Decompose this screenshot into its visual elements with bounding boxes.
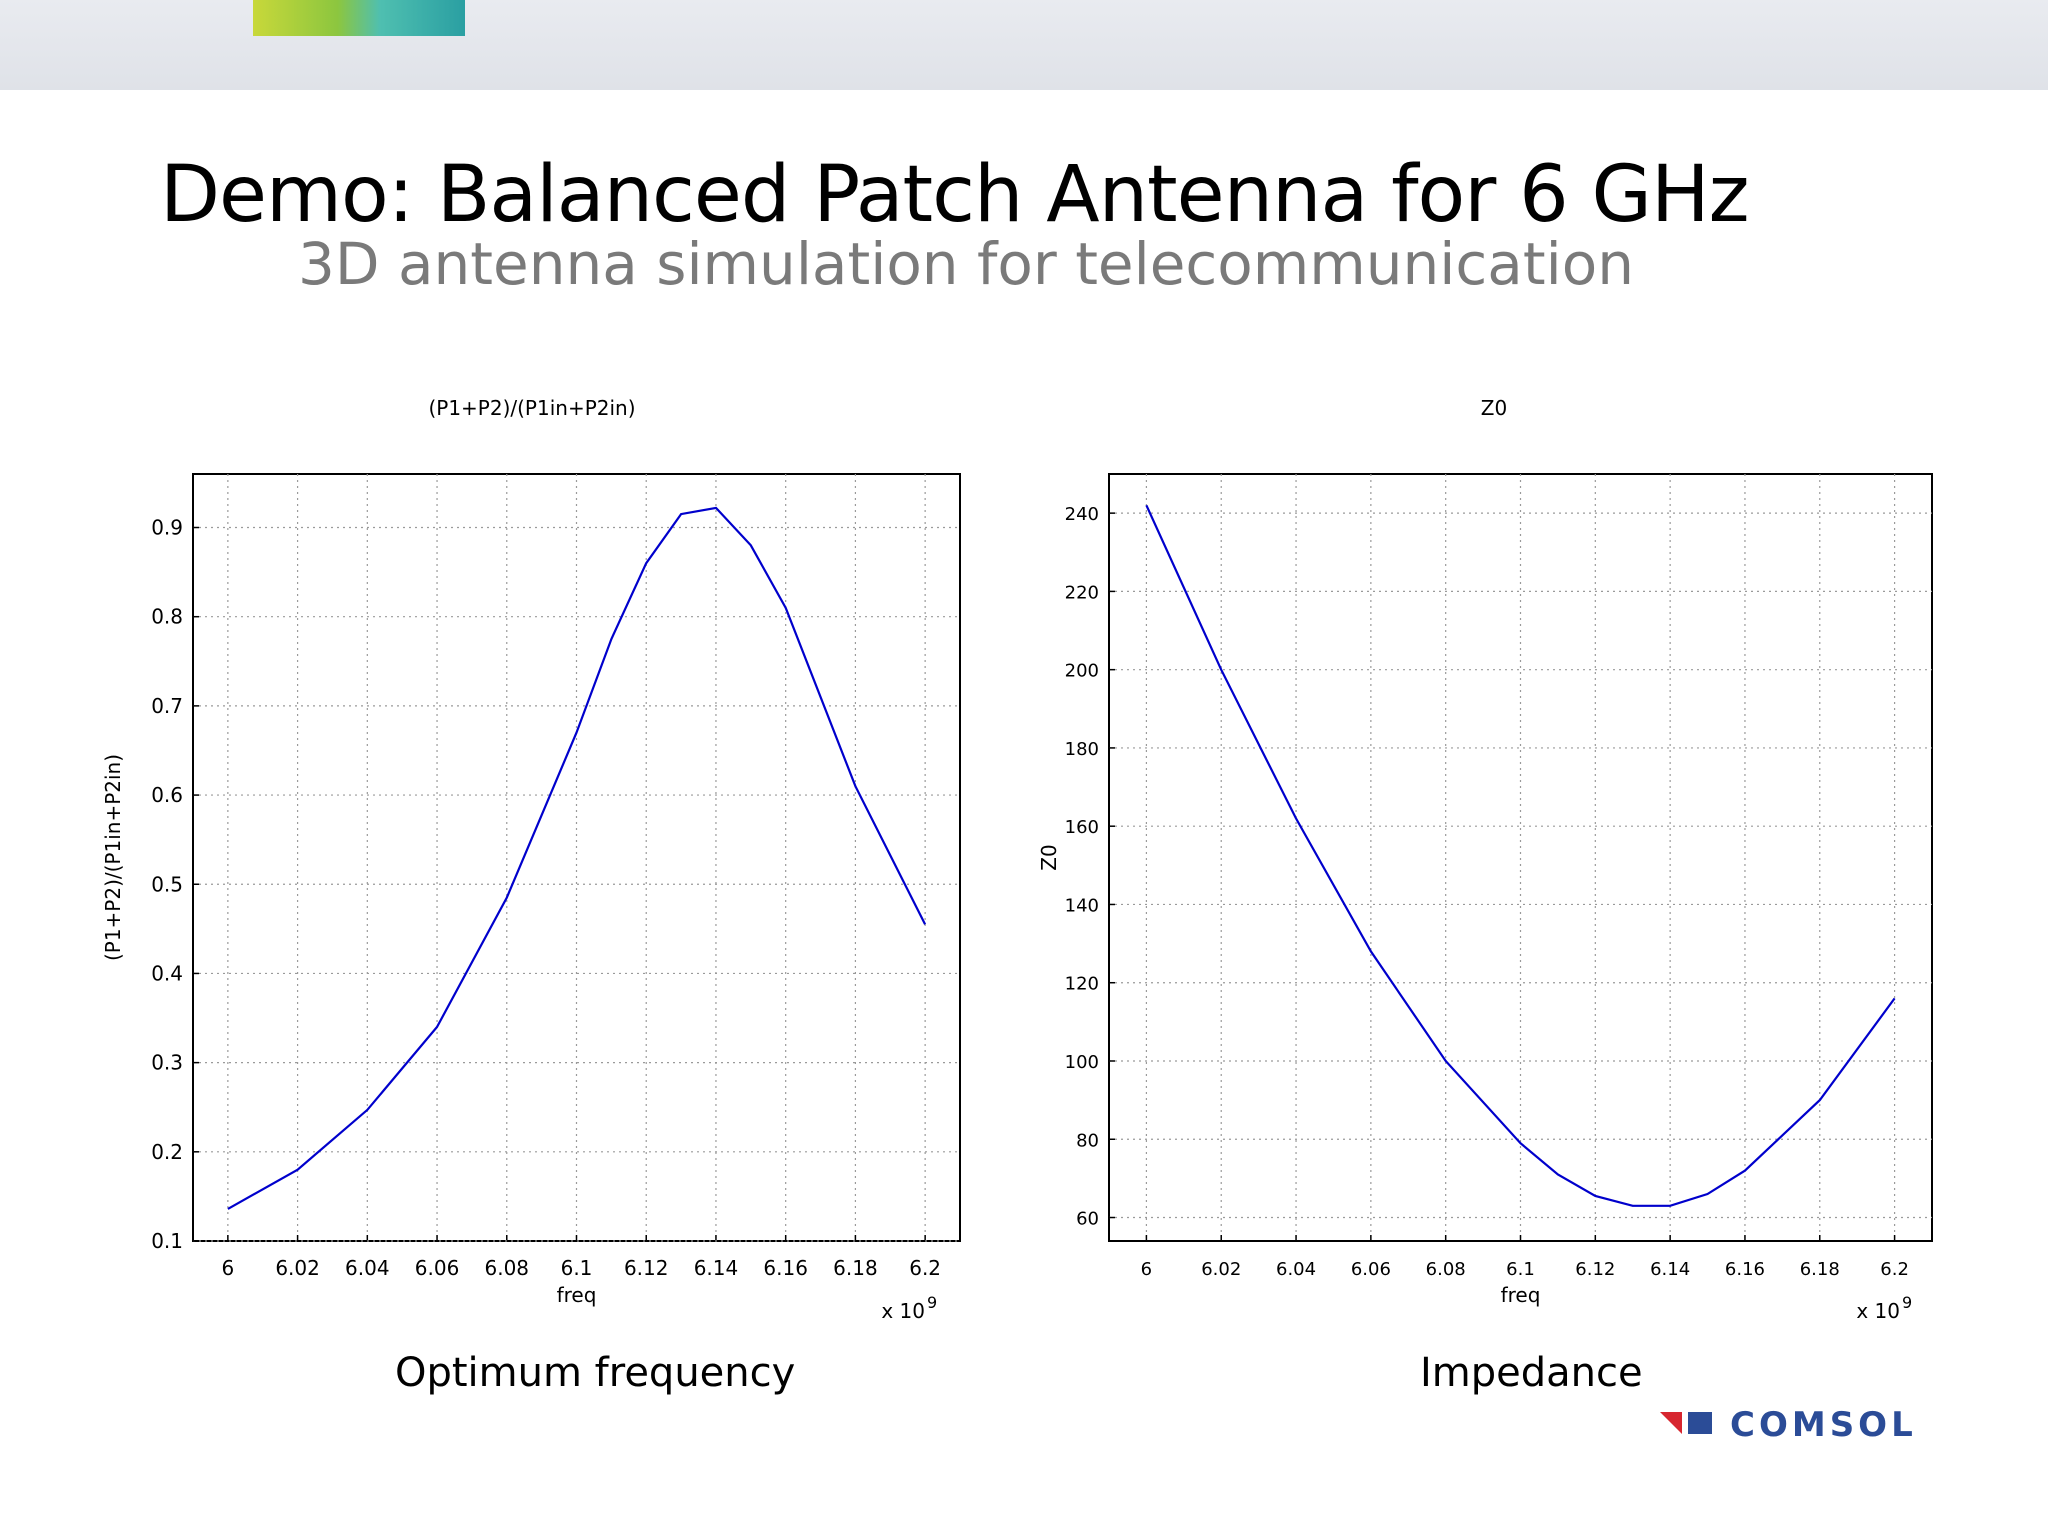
caption-optimum-frequency: Optimum frequency: [395, 1350, 796, 1396]
x-tick-label: 6.16: [763, 1256, 808, 1280]
y-tick-label: 0.8: [151, 605, 183, 629]
comsol-logo-text: COMSOL: [1730, 1405, 1917, 1445]
y-tick-label: 60: [1076, 1209, 1099, 1230]
x-axis-multiplier-exponent: 9: [1902, 1293, 1912, 1312]
chart-title: (P1+P2)/(P1in+P2in): [428, 396, 635, 420]
series-line: [227, 506, 927, 1210]
y-tick-label: 0.2: [151, 1140, 183, 1164]
y-tick-label: 100: [1065, 1052, 1099, 1073]
x-tick-label: 6.08: [485, 1256, 530, 1280]
x-axis-multiplier: x 10: [1856, 1299, 1900, 1323]
x-tick-label: 6.06: [1351, 1259, 1391, 1280]
x-tick-label: 6: [221, 1256, 234, 1280]
y-tick-label: 240: [1065, 504, 1099, 525]
y-tick-label: 140: [1065, 895, 1099, 916]
caption-impedance: Impedance: [1420, 1350, 1643, 1396]
x-tick-label: 6.14: [694, 1256, 739, 1280]
banner-graphic: [253, 0, 465, 36]
efficiency-chart: 6 6.02 6.04 6.06 6.08 6.1 6.12 6.14 6.16 6.18 6.2 0…: [101, 396, 961, 1323]
slide-subtitle: 3D antenna simulation for telecommunicat…: [298, 230, 1634, 298]
x-tick-label: 6.1: [561, 1256, 593, 1280]
x-tick-label: 6.16: [1725, 1259, 1765, 1280]
y-tick-label: 0.5: [151, 872, 183, 896]
x-tick-label: 6.14: [1650, 1259, 1690, 1280]
y-axis-label: Z0: [1037, 844, 1061, 870]
x-tick-label: 6.18: [1800, 1259, 1840, 1280]
y-tick-label: 160: [1065, 817, 1099, 838]
y-tick-label: 0.1: [151, 1229, 183, 1253]
y-tick-label: 200: [1065, 661, 1099, 682]
x-tick-label: 6.2: [1880, 1259, 1909, 1280]
comsol-logo: COMSOL: [1660, 1405, 1917, 1445]
slide-title: Demo: Balanced Patch Antenna for 6 GHz: [160, 150, 1750, 240]
y-tick-label: 0.6: [151, 783, 183, 807]
x-tick-label: 6.04: [345, 1256, 390, 1280]
series-line: [1145, 504, 1896, 1207]
y-tick-label: 120: [1065, 974, 1099, 995]
x-tick-label: 6.08: [1426, 1259, 1466, 1280]
x-axis-label: freq: [1501, 1283, 1541, 1307]
y-tick-label: 0.9: [151, 516, 183, 540]
y-tick-label: 0.7: [151, 694, 183, 718]
x-tick-label: 6.18: [833, 1256, 878, 1280]
y-axis-label: (P1+P2)/(P1in+P2in): [101, 754, 125, 961]
y-tick-label: 80: [1076, 1130, 1099, 1151]
x-tick-label: 6.12: [1575, 1259, 1615, 1280]
x-tick-label: 6.02: [275, 1256, 320, 1280]
y-tick-label: 220: [1065, 582, 1099, 603]
x-axis-multiplier: x 10: [881, 1299, 925, 1323]
y-tick-label: 180: [1065, 739, 1099, 760]
x-tick-label: 6.02: [1201, 1259, 1241, 1280]
x-tick-label: 6.12: [624, 1256, 669, 1280]
x-tick-label: 6.04: [1276, 1259, 1316, 1280]
impedance-chart: 6 6.02 6.04 6.06 6.08 6.1 6.12 6.14 6.16 6.18 6.2 6…: [1037, 396, 1933, 1323]
x-axis-label: freq: [557, 1283, 597, 1307]
y-tick-label: 0.4: [151, 961, 183, 985]
x-axis-multiplier-exponent: 9: [927, 1293, 937, 1312]
x-tick-label: 6.2: [909, 1256, 941, 1280]
x-tick-label: 6.06: [415, 1256, 460, 1280]
y-tick-label: 0.3: [151, 1051, 183, 1075]
x-tick-label: 6.1: [1506, 1259, 1535, 1280]
chart-title: Z0: [1481, 396, 1507, 420]
x-tick-label: 6: [1141, 1259, 1152, 1280]
comsol-logo-icon: [1660, 1412, 1712, 1434]
